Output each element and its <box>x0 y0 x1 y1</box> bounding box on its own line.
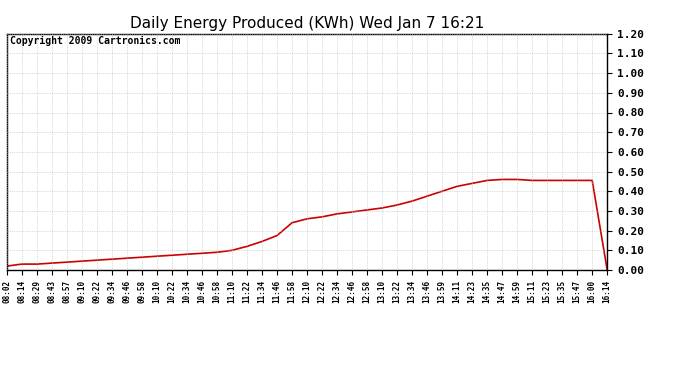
Title: Daily Energy Produced (KWh) Wed Jan 7 16:21: Daily Energy Produced (KWh) Wed Jan 7 16… <box>130 16 484 31</box>
Text: Copyright 2009 Cartronics.com: Copyright 2009 Cartronics.com <box>10 36 180 46</box>
